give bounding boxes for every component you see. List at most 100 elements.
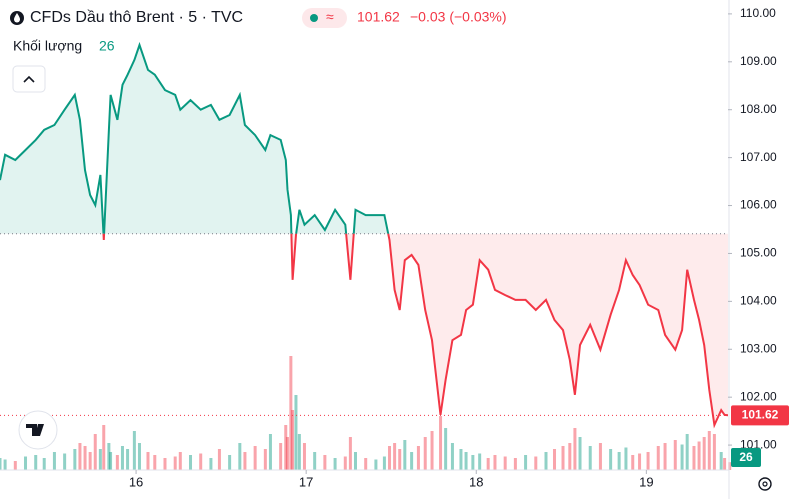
symbol-icon (14, 13, 20, 23)
volume-bar (132, 431, 136, 470)
volume-bar (673, 440, 677, 470)
volume-bar (13, 461, 17, 470)
y-tick-label: 107.00 (740, 150, 777, 164)
volume-bar (291, 410, 295, 470)
volume-bar (439, 416, 443, 470)
market-status (310, 14, 318, 22)
volume-bar (382, 456, 386, 470)
volume-bar (444, 428, 448, 470)
volume-bar (348, 437, 352, 470)
volume-bar (646, 452, 650, 470)
volume-bar (493, 455, 497, 470)
volume-bar (524, 455, 528, 470)
volume-bar (107, 443, 111, 470)
y-tick-label: 105.00 (740, 246, 777, 260)
volume-bar (285, 437, 289, 470)
y-tick-label: 109.00 (740, 54, 777, 68)
volume-bar (712, 434, 716, 470)
volume-bar (478, 453, 482, 470)
area-fill-up (0, 45, 728, 234)
x-tick-label: 17 (299, 474, 313, 489)
volume-bar (238, 443, 242, 470)
volume-bar (297, 434, 301, 470)
volume-bar (617, 452, 621, 470)
volume-bar (163, 458, 167, 470)
volume-bar (416, 446, 420, 470)
volume-bar (289, 356, 293, 470)
volume-bar (656, 446, 660, 470)
volume-bar (464, 452, 468, 470)
volume-bar (573, 428, 577, 470)
volume-bar (78, 443, 82, 470)
price-line-down (102, 233, 728, 429)
volume-bar (393, 443, 397, 470)
y-tick-label: 103.00 (740, 341, 777, 355)
volume-bar (102, 425, 106, 470)
area-fill-down (103, 233, 728, 425)
collapse-button[interactable] (12, 65, 46, 93)
volume-bar (423, 437, 427, 470)
volume-bar (243, 452, 247, 470)
volume-bar (284, 425, 288, 470)
y-tick-label: 106.00 (740, 198, 777, 212)
volume-bar (294, 395, 298, 470)
price-change: −0.03 (−0.03%) (410, 9, 507, 25)
y-tick-label: 101.00 (740, 437, 777, 451)
volume-value: 26 (99, 38, 115, 54)
y-tick-label: 102.00 (740, 389, 777, 403)
volume-bar (98, 449, 102, 470)
volume-bar (83, 446, 87, 470)
volume-bar (178, 452, 182, 470)
volume-bar (697, 441, 701, 470)
volume-bar (503, 456, 507, 470)
volume-bar (93, 434, 97, 470)
volume-bar (333, 458, 337, 470)
volume-bar (450, 443, 454, 470)
volume-bar (707, 431, 711, 470)
volume-bar (410, 452, 414, 470)
volume-bar (609, 449, 613, 470)
x-tick-label: 19 (639, 474, 653, 489)
volume-bar (702, 437, 706, 470)
volume-bar (513, 458, 517, 470)
volume-bar (598, 443, 602, 470)
status-pill (302, 8, 347, 28)
volume-bar (126, 449, 130, 470)
volume-bar (388, 446, 392, 470)
volume-bar (313, 452, 317, 470)
volume-bar (323, 455, 327, 470)
last-price-tag (731, 405, 789, 426)
volume-bar (153, 455, 157, 470)
volume-bar (115, 455, 119, 470)
chart-title: CFDs Dầu thô Brent · 5 · TVC (30, 9, 243, 26)
volume-bar (173, 456, 177, 470)
volume-title: Khối lượng (13, 38, 82, 54)
volume-bar (146, 452, 150, 470)
volume-bar (199, 453, 203, 470)
last-price: 101.62 (357, 9, 400, 25)
volume-bar (685, 434, 689, 470)
volume-bar (364, 458, 368, 470)
volume-bar (561, 446, 565, 470)
volume-bar (403, 440, 407, 470)
volume-bar (279, 443, 283, 470)
volume-bar (471, 455, 475, 470)
volume-bar (631, 455, 635, 470)
volume-bar (302, 443, 306, 470)
volume-bar (189, 455, 193, 470)
volume-bar (137, 443, 141, 470)
x-tick-label: 18 (469, 474, 483, 489)
volume-bar (353, 452, 357, 470)
volume-bar (3, 459, 7, 470)
volume-bar (73, 449, 77, 470)
volume-bar (217, 449, 221, 470)
volume-tag (731, 448, 761, 467)
volume-bar (63, 453, 67, 470)
volume-bar (343, 456, 347, 470)
delay-icon: ≈ (326, 9, 334, 25)
volume-bar (398, 449, 402, 470)
volume-bar (88, 452, 92, 470)
volume-bar (680, 444, 684, 470)
settings-button[interactable] (758, 477, 772, 491)
y-tick-label: 110.00 (740, 6, 776, 20)
